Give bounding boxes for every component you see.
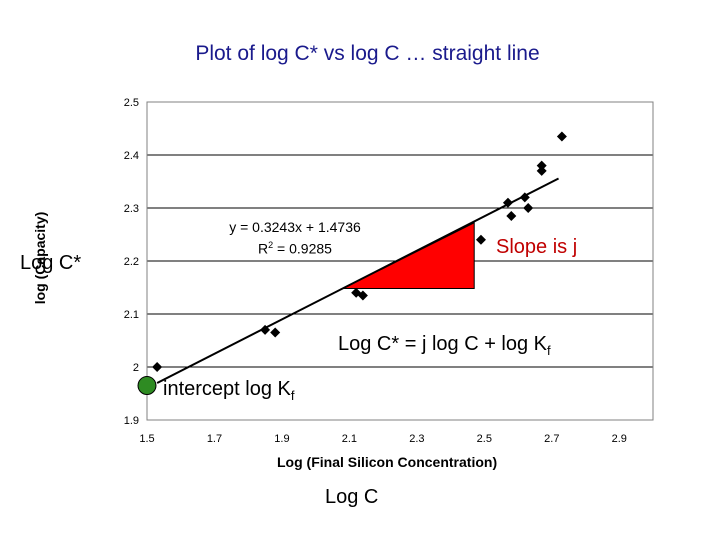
data-point: [519, 192, 530, 203]
y-tick-label: 2.4: [124, 150, 139, 162]
outer-y-label: Log C*: [20, 252, 82, 274]
intercept-annotation-text: intercept log K: [163, 378, 291, 400]
data-point: [260, 324, 271, 335]
page-title: Plot of log C* vs log C … straight line: [195, 42, 540, 65]
x-tick-label: 1.9: [274, 433, 289, 445]
x-tick-label: 2.7: [544, 433, 559, 445]
data-point: [270, 327, 281, 338]
x-tick-label: 2.9: [612, 433, 627, 445]
r-squared-prefix: R: [258, 240, 269, 257]
r-squared-sup: 2: [268, 240, 274, 250]
x-tick-label: 1.5: [139, 433, 154, 445]
y-tick-label: 1.9: [124, 415, 139, 427]
intercept-annotation: intercept log Kf: [163, 378, 294, 403]
y-tick-label: 2.1: [124, 309, 139, 321]
outer-x-label: Log C: [325, 486, 379, 508]
data-point: [556, 131, 567, 142]
r-squared-text: R2 = 0.9285: [215, 236, 375, 258]
x-tick-label: 2.1: [342, 433, 357, 445]
data-point: [357, 290, 368, 301]
x-axis-label: Log (Final Silicon Concentration): [277, 454, 498, 470]
data-point: [536, 160, 547, 171]
intercept-annotation-sub: f: [290, 388, 295, 403]
x-tick-labels: 1.5 1.7 1.9 2.1 2.3 2.5 2.7 2.9: [139, 433, 627, 445]
data-point: [506, 210, 517, 221]
x-tick-label: 2.3: [409, 433, 424, 445]
slope-annotation: Slope is j: [496, 236, 578, 258]
equation-annotation-text: Log C* = j log C + log K: [338, 333, 548, 355]
y-tick-label: 2.3: [124, 203, 139, 215]
plot-frame: [146, 101, 654, 421]
data-point: [523, 203, 534, 213]
data-point: [502, 197, 513, 208]
data-point: [475, 234, 486, 245]
equation-annotation: Log C* = j log C + log Kf: [338, 333, 551, 358]
x-tick-label: 2.5: [477, 433, 492, 445]
data-point: [152, 362, 163, 372]
intercept-marker: [137, 376, 157, 396]
data-points: [152, 131, 567, 372]
x-tick-label: 1.7: [207, 433, 222, 445]
r-squared-value: = 0.9285: [273, 240, 332, 257]
y-tick-label: 2: [133, 362, 139, 374]
data-point: [536, 165, 547, 176]
equation-annotation-sub: f: [547, 343, 551, 358]
y-tick-label: 2.5: [124, 97, 139, 109]
y-tick-labels: 1.9 2 2.1 2.2 2.3 2.4 2.5: [124, 97, 139, 427]
trendline-equation: y = 0.3243x + 1.4736 R2 = 0.9285: [215, 218, 375, 258]
y-tick-label: 2.2: [124, 256, 139, 268]
trendline-equation-text: y = 0.3243x + 1.4736: [229, 219, 361, 235]
trendline: [156, 177, 560, 384]
